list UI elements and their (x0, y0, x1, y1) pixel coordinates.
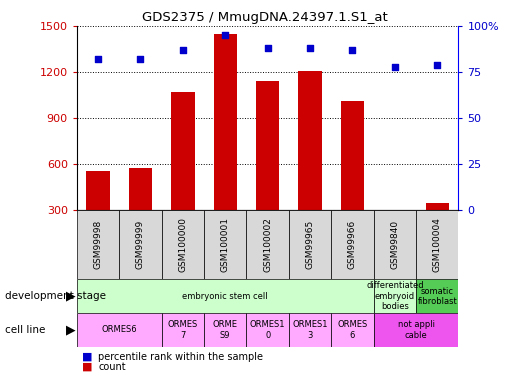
Text: ORMES6: ORMES6 (101, 326, 137, 334)
Bar (256, 81, 279, 256)
Text: differentiated
embryoid
bodies: differentiated embryoid bodies (366, 281, 423, 311)
Text: ■: ■ (82, 362, 93, 372)
Text: ORMES1
3: ORMES1 3 (293, 320, 328, 340)
Bar (426, 203, 449, 256)
Point (94, 56, 102, 62)
Text: ORMES1
0: ORMES1 0 (250, 320, 285, 340)
Point (306, 45, 314, 51)
Point (433, 62, 441, 68)
Text: embryonic stem cell: embryonic stem cell (182, 292, 268, 301)
Text: ■: ■ (82, 352, 93, 362)
Text: cell line: cell line (5, 325, 46, 335)
Bar (341, 101, 364, 256)
Bar (214, 34, 237, 256)
Text: GSM100002: GSM100002 (263, 217, 272, 272)
Bar (77, 210, 119, 279)
Bar (86, 171, 110, 256)
Bar (289, 210, 331, 279)
Point (263, 45, 272, 51)
Text: ▶: ▶ (66, 290, 75, 303)
Text: ORMES
6: ORMES 6 (337, 320, 368, 340)
Point (179, 47, 187, 53)
Point (136, 56, 145, 62)
Bar (162, 313, 204, 347)
Bar (204, 210, 246, 279)
Point (221, 33, 229, 39)
Text: GSM100000: GSM100000 (179, 217, 187, 272)
Bar (331, 210, 374, 279)
Text: GDS2375 / MmugDNA.24397.1.S1_at: GDS2375 / MmugDNA.24397.1.S1_at (142, 11, 388, 24)
Bar (204, 313, 246, 347)
Bar (246, 210, 289, 279)
Text: ORMES
7: ORMES 7 (167, 320, 198, 340)
Text: somatic
fibroblast: somatic fibroblast (418, 286, 457, 306)
Bar (374, 279, 416, 313)
Point (391, 64, 399, 70)
Bar (298, 70, 322, 256)
Text: GSM100001: GSM100001 (221, 217, 229, 272)
Text: GSM99965: GSM99965 (306, 220, 314, 269)
Bar (416, 279, 458, 313)
Bar (77, 279, 374, 313)
Bar (77, 313, 162, 347)
Text: ▶: ▶ (66, 324, 75, 336)
Bar (246, 313, 289, 347)
Bar (289, 313, 331, 347)
Bar (129, 168, 152, 256)
Text: GSM99999: GSM99999 (136, 220, 145, 269)
Text: not appli
cable: not appli cable (398, 320, 435, 340)
Text: GSM100004: GSM100004 (433, 217, 441, 272)
Bar (331, 313, 374, 347)
Bar (162, 210, 204, 279)
Bar (383, 211, 407, 256)
Bar (416, 210, 458, 279)
Bar (374, 313, 458, 347)
Text: percentile rank within the sample: percentile rank within the sample (98, 352, 263, 362)
Text: ORME
S9: ORME S9 (213, 320, 238, 340)
Bar (119, 210, 162, 279)
Bar (374, 210, 416, 279)
Text: count: count (98, 362, 126, 372)
Text: GSM99966: GSM99966 (348, 220, 357, 269)
Point (348, 47, 357, 53)
Text: GSM99998: GSM99998 (94, 220, 102, 269)
Text: development stage: development stage (5, 291, 107, 301)
Text: GSM99840: GSM99840 (391, 220, 399, 269)
Bar (171, 92, 195, 256)
